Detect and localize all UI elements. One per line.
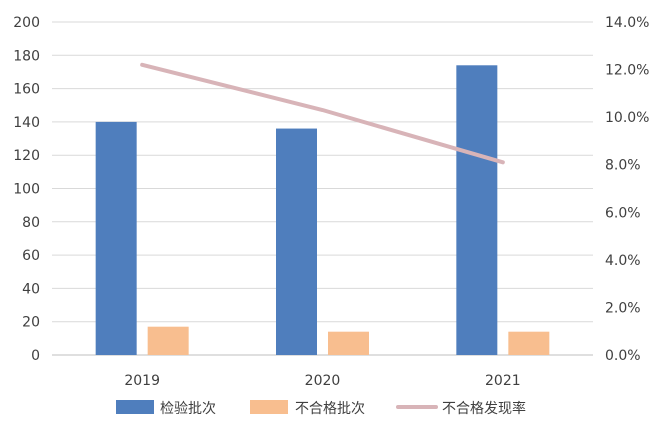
bar-inspection-batches xyxy=(456,65,498,355)
right-tick-label: 2.0% xyxy=(605,300,641,316)
category-label: 2021 xyxy=(485,373,521,389)
legend-label-failed-batches: 不合格批次 xyxy=(295,401,365,417)
left-axis-ticks: 0 20 40 60 80 100 120 140 160 180 200 xyxy=(13,15,40,364)
right-tick-label: 0.0% xyxy=(605,348,641,364)
right-tick-label: 14.0% xyxy=(605,15,649,31)
bar-failed-batches xyxy=(328,331,369,355)
category-labels: 2019 2020 2021 xyxy=(124,373,520,389)
bar-failed-batches xyxy=(147,326,189,355)
left-tick-label: 100 xyxy=(13,182,40,198)
right-tick-label: 10.0% xyxy=(605,110,649,126)
right-tick-label: 6.0% xyxy=(605,205,641,221)
bar-failed-batches xyxy=(508,331,550,355)
bar-inspection-batches xyxy=(276,128,317,355)
left-tick-label: 200 xyxy=(13,15,40,31)
left-tick-label: 40 xyxy=(22,281,40,297)
left-tick-label: 140 xyxy=(13,115,40,131)
legend-item-failure-rate: 不合格发现率 xyxy=(396,400,526,417)
left-tick-label: 0 xyxy=(31,348,40,364)
bar-inspection-batches xyxy=(95,121,137,356)
rate-point xyxy=(322,109,323,111)
left-tick-label: 160 xyxy=(13,82,40,98)
legend-label-failure-rate: 不合格发现率 xyxy=(442,400,526,417)
right-tick-label: 8.0% xyxy=(605,158,641,174)
left-tick-label: 180 xyxy=(13,48,40,64)
legend-label-inspection-batches: 检验批次 xyxy=(160,401,216,417)
legend: 检验批次 不合格批次 不合格发现率 xyxy=(116,400,526,417)
left-tick-label: 60 xyxy=(22,248,40,264)
legend-swatch-inspection-batches xyxy=(116,400,154,414)
right-tick-label: 4.0% xyxy=(605,253,641,269)
left-tick-label: 80 xyxy=(22,215,40,231)
right-axis-ticks: 0.0% 2.0% 4.0% 6.0% 8.0% 10.0% 12.0% 14.0% xyxy=(605,15,649,364)
legend-item-failed-batches: 不合格批次 xyxy=(250,400,365,417)
rate-point xyxy=(502,161,504,163)
bars xyxy=(95,65,550,356)
rate-line-path xyxy=(140,62,505,165)
right-tick-label: 12.0% xyxy=(605,63,649,79)
rate-point xyxy=(141,64,143,66)
rate-line xyxy=(140,62,505,165)
category-label: 2019 xyxy=(124,373,160,389)
legend-swatch-failed-batches xyxy=(250,400,288,414)
gridlines xyxy=(52,21,593,356)
left-tick-label: 120 xyxy=(13,148,40,164)
category-label: 2020 xyxy=(305,373,341,389)
legend-item-inspection-batches: 检验批次 xyxy=(116,400,216,417)
left-tick-label: 20 xyxy=(22,315,40,331)
